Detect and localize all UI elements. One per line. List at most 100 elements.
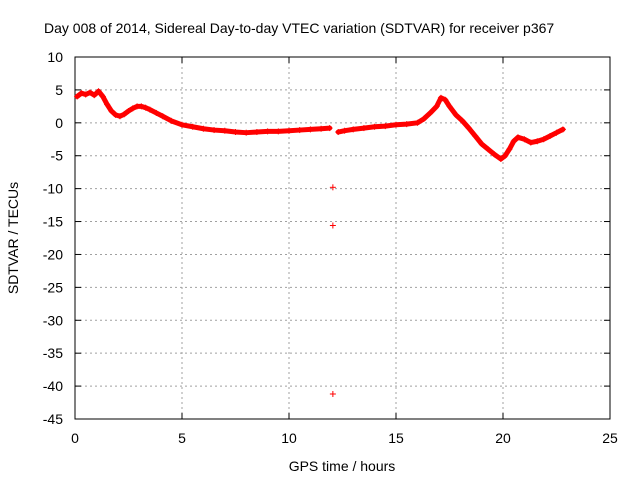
data-point xyxy=(360,125,367,132)
y-axis-label: SDTVAR / TECUs xyxy=(5,182,21,294)
data-point xyxy=(159,113,166,120)
data-point xyxy=(104,101,111,108)
data-point xyxy=(452,111,459,118)
data-point xyxy=(82,91,89,98)
data-point xyxy=(559,126,566,133)
y-tick-label: -15 xyxy=(43,214,63,230)
data-point xyxy=(116,113,123,120)
data-point xyxy=(91,92,98,99)
plot-frame xyxy=(74,56,611,420)
data-point xyxy=(442,96,449,103)
x-tick-labels: 0 5 10 15 20 25 xyxy=(71,430,618,446)
data-point xyxy=(491,151,498,158)
data-point xyxy=(179,121,185,128)
data-point xyxy=(540,136,547,143)
y-tick-label: -45 xyxy=(43,411,63,427)
data-point xyxy=(153,109,160,116)
data-point xyxy=(146,106,153,113)
x-axis-label: GPS time / hours xyxy=(289,458,396,474)
x-tick-label: 25 xyxy=(602,430,618,446)
data-point xyxy=(142,104,149,111)
data-point xyxy=(86,89,93,96)
data-point xyxy=(243,129,250,136)
y-tick-label: -35 xyxy=(43,345,63,361)
data-point xyxy=(350,126,357,133)
data-point xyxy=(200,125,207,132)
data-point xyxy=(472,132,479,139)
data-point xyxy=(275,128,282,135)
data-point xyxy=(341,127,348,134)
data-point xyxy=(335,129,342,136)
y-tick-labels: 10 5 0 -5 -10 -15 -20 -25 -30 -35 -40 -45 xyxy=(43,49,63,427)
data-point xyxy=(433,103,440,110)
y-tick-label: -5 xyxy=(51,148,64,164)
y-tick-label: -20 xyxy=(43,246,63,262)
data-point xyxy=(221,127,228,134)
y-tick-label: 5 xyxy=(55,82,63,98)
data-point xyxy=(403,121,410,128)
x-tick-label: 15 xyxy=(388,430,404,446)
data-point xyxy=(465,125,472,132)
data-point xyxy=(553,129,560,136)
data-point xyxy=(497,156,504,163)
data-point xyxy=(99,93,106,100)
data-point xyxy=(189,123,196,130)
data-point xyxy=(307,126,314,133)
grid-lines xyxy=(75,57,610,419)
outlier-point xyxy=(329,390,336,397)
data-point xyxy=(510,138,517,145)
data-point xyxy=(232,129,239,136)
data-point xyxy=(414,119,421,126)
y-tick-label: -10 xyxy=(43,181,63,197)
x-tick-label: 5 xyxy=(178,430,186,446)
outlier-point xyxy=(329,222,336,229)
y-tick-label: -25 xyxy=(43,279,63,295)
data-point xyxy=(95,88,102,95)
data-point xyxy=(446,103,453,110)
data-point xyxy=(371,123,378,130)
data-point xyxy=(74,93,81,100)
data-point xyxy=(459,117,466,124)
data-point xyxy=(527,139,534,146)
outlier-point xyxy=(329,184,336,191)
data-point xyxy=(318,125,325,132)
data-point xyxy=(108,107,115,114)
series-trace xyxy=(335,95,566,162)
data-point xyxy=(296,127,303,134)
chart-title: Day 008 of 2014, Sidereal Day-to-day VTE… xyxy=(44,20,554,36)
data-point xyxy=(485,146,492,153)
data-point xyxy=(286,127,292,134)
data-point xyxy=(326,125,333,132)
axis-ticks xyxy=(74,56,611,420)
y-tick-label: 0 xyxy=(55,115,63,131)
data-point xyxy=(78,90,85,97)
x-tick-label: 20 xyxy=(495,430,511,446)
data-point xyxy=(211,127,218,134)
data-point xyxy=(112,111,119,118)
data-point xyxy=(521,136,528,143)
data-point xyxy=(437,94,444,101)
data-point xyxy=(478,140,485,147)
data-point xyxy=(382,123,389,130)
y-tick-label: -40 xyxy=(43,378,63,394)
data-point xyxy=(514,134,521,141)
data-point xyxy=(253,129,260,136)
y-tick-label: -30 xyxy=(43,312,63,328)
data-point xyxy=(121,111,128,118)
data-point xyxy=(547,132,554,139)
x-tick-label: 10 xyxy=(281,430,297,446)
data-points xyxy=(74,88,566,397)
x-tick-label: 0 xyxy=(71,430,79,446)
data-point xyxy=(393,121,399,128)
data-point xyxy=(138,103,145,110)
data-point xyxy=(264,128,271,135)
data-point xyxy=(125,107,132,114)
data-point xyxy=(506,146,513,153)
data-point xyxy=(427,109,434,116)
y-tick-label: 10 xyxy=(47,49,63,65)
data-point xyxy=(502,152,509,159)
data-point xyxy=(420,115,427,122)
data-point xyxy=(168,117,175,124)
data-point xyxy=(534,138,541,145)
